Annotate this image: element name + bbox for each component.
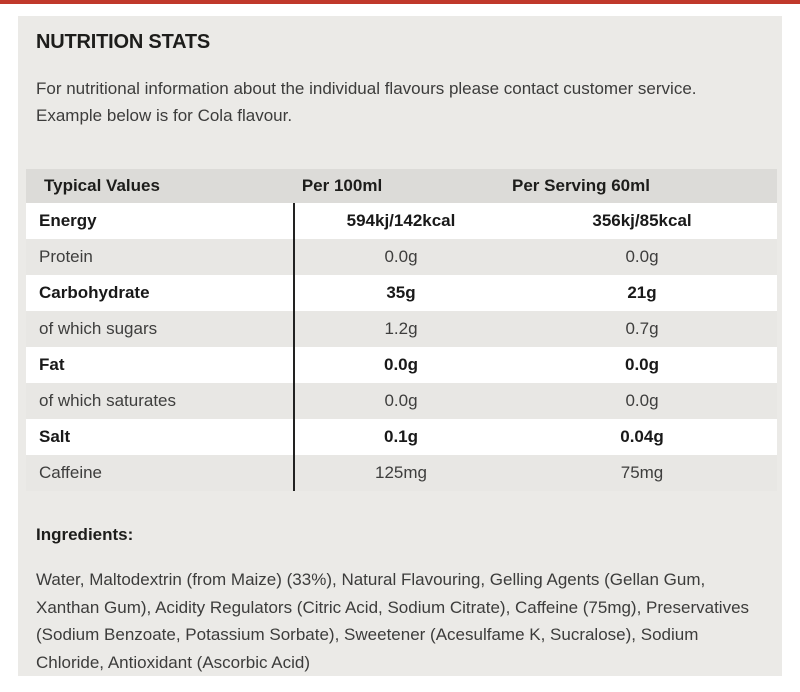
row-per-serving: 0.04g [620, 427, 664, 446]
table-header-row: Typical Values Per 100ml Per Serving 60m… [26, 169, 777, 203]
nutrition-table: Typical Values Per 100ml Per Serving 60m… [26, 169, 777, 491]
table-row: Caffeine 125mg 75mg [26, 455, 777, 491]
row-per-serving: 0.7g [625, 319, 659, 338]
table-row: Carbohydrate 35g 21g [26, 275, 777, 311]
row-per-100ml: 0.0g [293, 239, 507, 275]
row-label: Carbohydrate [39, 283, 150, 302]
row-per-serving: 0.0g [624, 355, 660, 374]
row-per-100ml: 0.1g [293, 419, 507, 455]
row-label: Fat [39, 355, 65, 374]
column-header-typical-values: Typical Values [44, 176, 160, 195]
row-label: Energy [39, 211, 97, 230]
row-per-serving: 21g [627, 283, 657, 302]
row-per-100ml: 0.0g [293, 347, 507, 383]
row-label: of which sugars [39, 319, 158, 338]
row-per-100ml: 1.2g [293, 311, 507, 347]
row-per-100ml: 594kj/142kcal [293, 203, 507, 239]
page-title: NUTRITION STATS [36, 31, 211, 53]
brand-accent-bar [0, 0, 800, 4]
row-per-serving: 0.0g [625, 247, 659, 266]
row-label: Protein [39, 247, 93, 266]
row-label: of which saturates [39, 391, 177, 410]
ingredients-heading: Ingredients: [36, 525, 134, 544]
row-label: Salt [39, 427, 71, 446]
row-per-serving: 75mg [620, 463, 664, 482]
row-per-serving: 0.0g [625, 391, 659, 410]
table-row: Salt 0.1g 0.04g [26, 419, 777, 455]
column-header-per-100ml: Per 100ml [301, 176, 383, 195]
table-row: Energy 594kj/142kcal 356kj/85kcal [26, 203, 777, 239]
row-per-100ml: 0.0g [293, 383, 507, 419]
row-per-100ml: 35g [293, 275, 507, 311]
row-per-100ml: 125mg [293, 455, 507, 491]
table-row: of which saturates 0.0g 0.0g [26, 383, 777, 419]
column-header-per-serving: Per Serving 60ml [512, 176, 650, 195]
nutrition-panel: NUTRITION STATS For nutritional informat… [18, 16, 782, 676]
row-per-serving: 356kj/85kcal [592, 211, 692, 230]
table-row: of which sugars 1.2g 0.7g [26, 311, 777, 347]
row-label: Caffeine [39, 463, 103, 482]
ingredients-text: Water, Maltodextrin (from Maize) (33%), … [36, 570, 750, 672]
intro-text: For nutritional information about the in… [36, 79, 697, 125]
table-row: Protein 0.0g 0.0g [26, 239, 777, 275]
table-row: Fat 0.0g 0.0g [26, 347, 777, 383]
